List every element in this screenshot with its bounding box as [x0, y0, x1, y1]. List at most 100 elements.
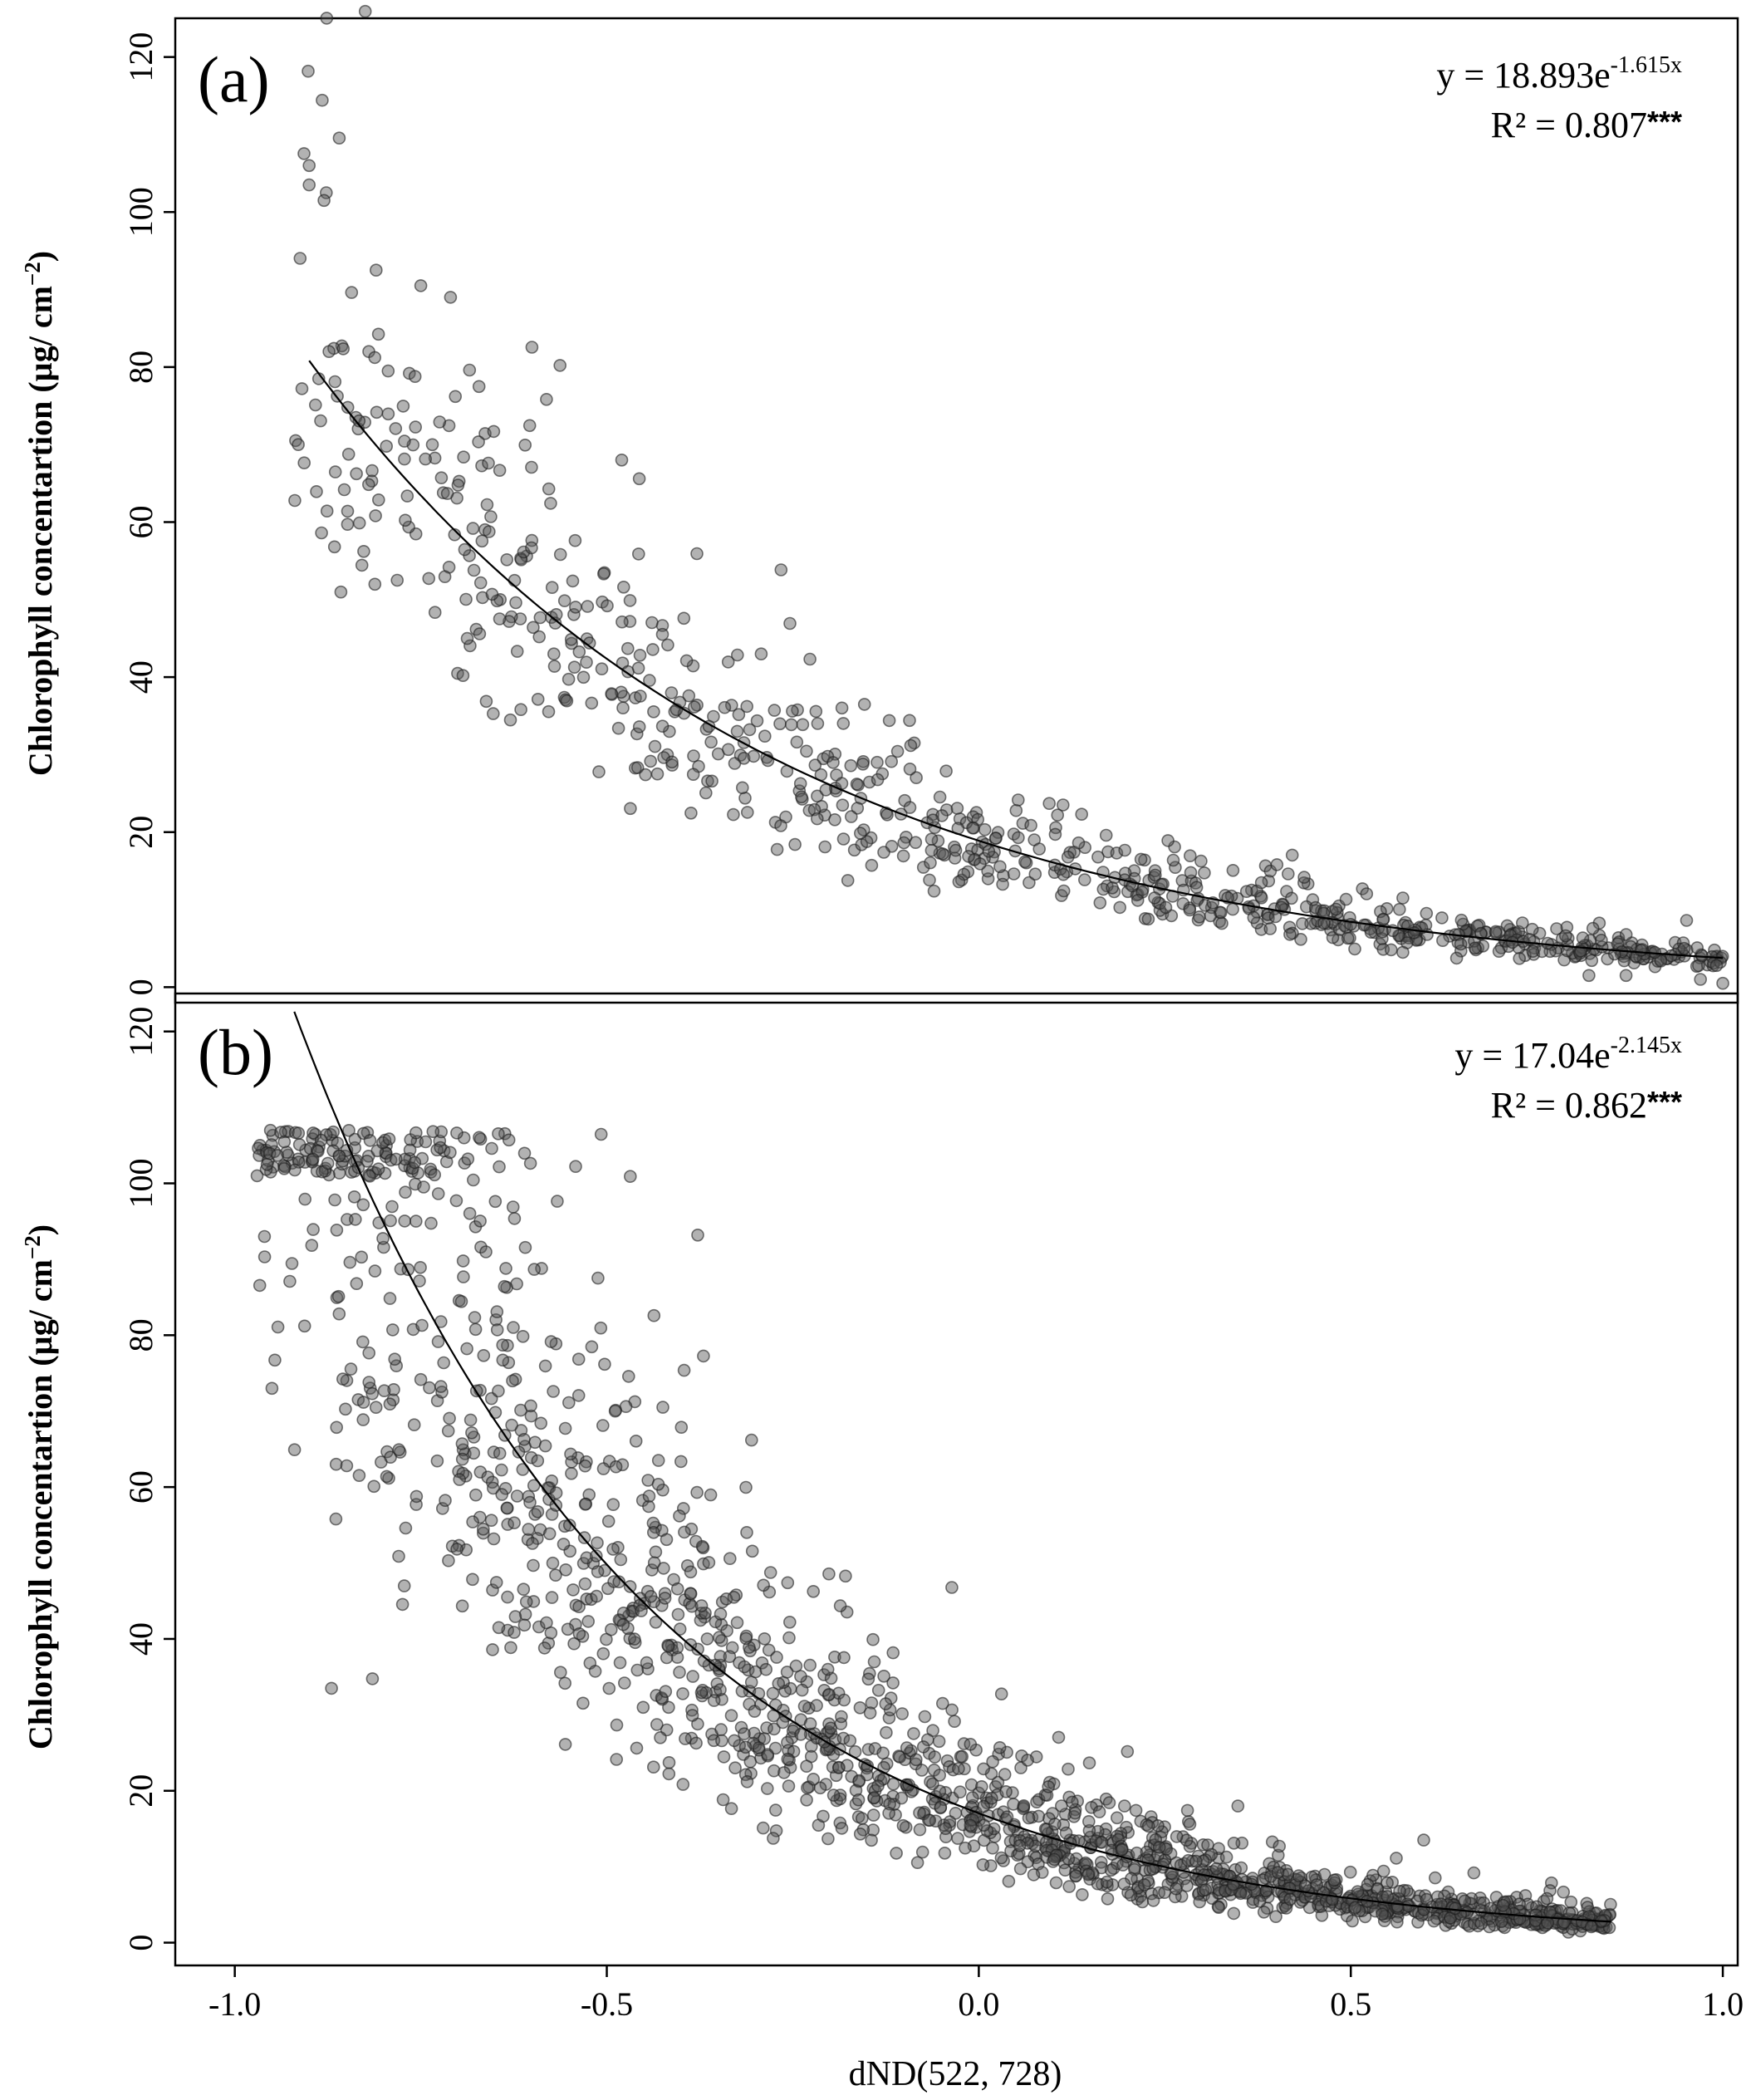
data-point	[915, 1845, 929, 1859]
data-point	[492, 1621, 506, 1635]
data-point	[800, 744, 813, 758]
data-point	[717, 1750, 731, 1764]
data-point	[307, 1126, 320, 1140]
data-point	[277, 1162, 292, 1175]
data-point	[807, 1585, 821, 1598]
data-point	[356, 1413, 370, 1426]
data-point	[594, 1321, 608, 1335]
data-point	[836, 798, 850, 812]
data-point	[1183, 1818, 1197, 1831]
data-point	[661, 1640, 675, 1653]
data-point	[1028, 867, 1042, 881]
data-point	[647, 1308, 661, 1322]
data-point	[656, 1401, 669, 1414]
data-point	[553, 547, 567, 562]
svg-text:R² = 0.807***: R² = 0.807***	[1491, 105, 1682, 145]
data-point	[544, 497, 557, 510]
data-point	[690, 1485, 704, 1499]
data-point	[1009, 803, 1023, 817]
data-point	[1341, 931, 1355, 945]
data-point	[716, 1793, 730, 1807]
data-point	[913, 1806, 926, 1820]
data-point	[923, 1813, 937, 1828]
data-point	[558, 1738, 572, 1751]
data-point	[910, 771, 923, 785]
data-point	[395, 1597, 410, 1612]
data-point	[964, 1738, 978, 1751]
data-point	[508, 573, 522, 587]
data-point	[414, 1372, 428, 1386]
data-point	[895, 1791, 909, 1805]
data-point	[399, 1521, 413, 1535]
data-point	[780, 1666, 794, 1679]
data-point	[561, 1622, 575, 1636]
data-point	[331, 1289, 346, 1303]
data-point	[631, 547, 645, 561]
data-point	[591, 1565, 605, 1578]
data-point	[643, 674, 656, 687]
data-point	[381, 364, 395, 378]
data-point	[808, 758, 822, 772]
data-point	[439, 1494, 452, 1507]
svg-text:y = 17.04e-2.145x: y = 17.04e-2.145x	[1454, 1033, 1682, 1076]
data-point	[679, 1732, 692, 1745]
data-point	[1227, 1906, 1241, 1921]
panel-a-fit-curve	[308, 360, 1724, 959]
data-point	[460, 631, 474, 645]
data-point	[1436, 934, 1449, 947]
data-point	[482, 456, 495, 470]
data-point	[614, 685, 628, 699]
data-point	[861, 1672, 875, 1686]
data-point	[1049, 821, 1062, 835]
data-point	[571, 1389, 586, 1402]
data-point	[365, 464, 379, 478]
data-point	[843, 1734, 857, 1748]
data-point	[451, 478, 465, 492]
data-point	[1234, 1861, 1248, 1875]
data-point	[476, 591, 489, 605]
data-point	[857, 698, 871, 711]
data-point	[1393, 902, 1406, 916]
data-point	[1091, 850, 1105, 864]
data-point	[591, 1271, 605, 1285]
data-point	[319, 186, 333, 199]
data-point	[976, 1858, 990, 1872]
data-point	[314, 414, 327, 428]
data-point	[434, 471, 449, 485]
data-point	[1390, 1900, 1405, 1913]
data-point	[670, 1582, 684, 1596]
data-point	[909, 836, 923, 850]
data-point	[1561, 944, 1574, 958]
data-point	[1141, 912, 1155, 926]
data-point	[604, 1622, 618, 1636]
data-point	[654, 1731, 667, 1744]
data-point	[1189, 876, 1203, 890]
data-point	[662, 1767, 676, 1781]
data-point	[728, 1734, 741, 1748]
data-point	[1023, 876, 1036, 890]
data-point	[371, 493, 385, 507]
data-point	[1494, 1915, 1508, 1928]
data-point	[644, 1590, 658, 1603]
data-point	[564, 632, 578, 646]
data-point	[343, 1255, 357, 1269]
data-point	[1263, 922, 1277, 935]
data-point	[689, 1736, 703, 1750]
data-point	[1189, 881, 1204, 894]
data-point	[250, 1169, 264, 1183]
data-point	[569, 1160, 582, 1173]
data-point	[268, 1353, 282, 1367]
data-point	[1500, 919, 1514, 933]
data-point	[1595, 934, 1608, 947]
data-point	[1226, 864, 1240, 877]
data-point	[1118, 843, 1131, 857]
data-point	[509, 596, 522, 610]
data-point	[609, 1460, 623, 1474]
data-point	[348, 1213, 362, 1226]
data-point	[425, 438, 439, 452]
data-point	[468, 1322, 483, 1337]
data-point	[978, 822, 992, 837]
data-point	[750, 714, 764, 728]
data-point	[560, 694, 574, 708]
data-point	[498, 1279, 512, 1293]
